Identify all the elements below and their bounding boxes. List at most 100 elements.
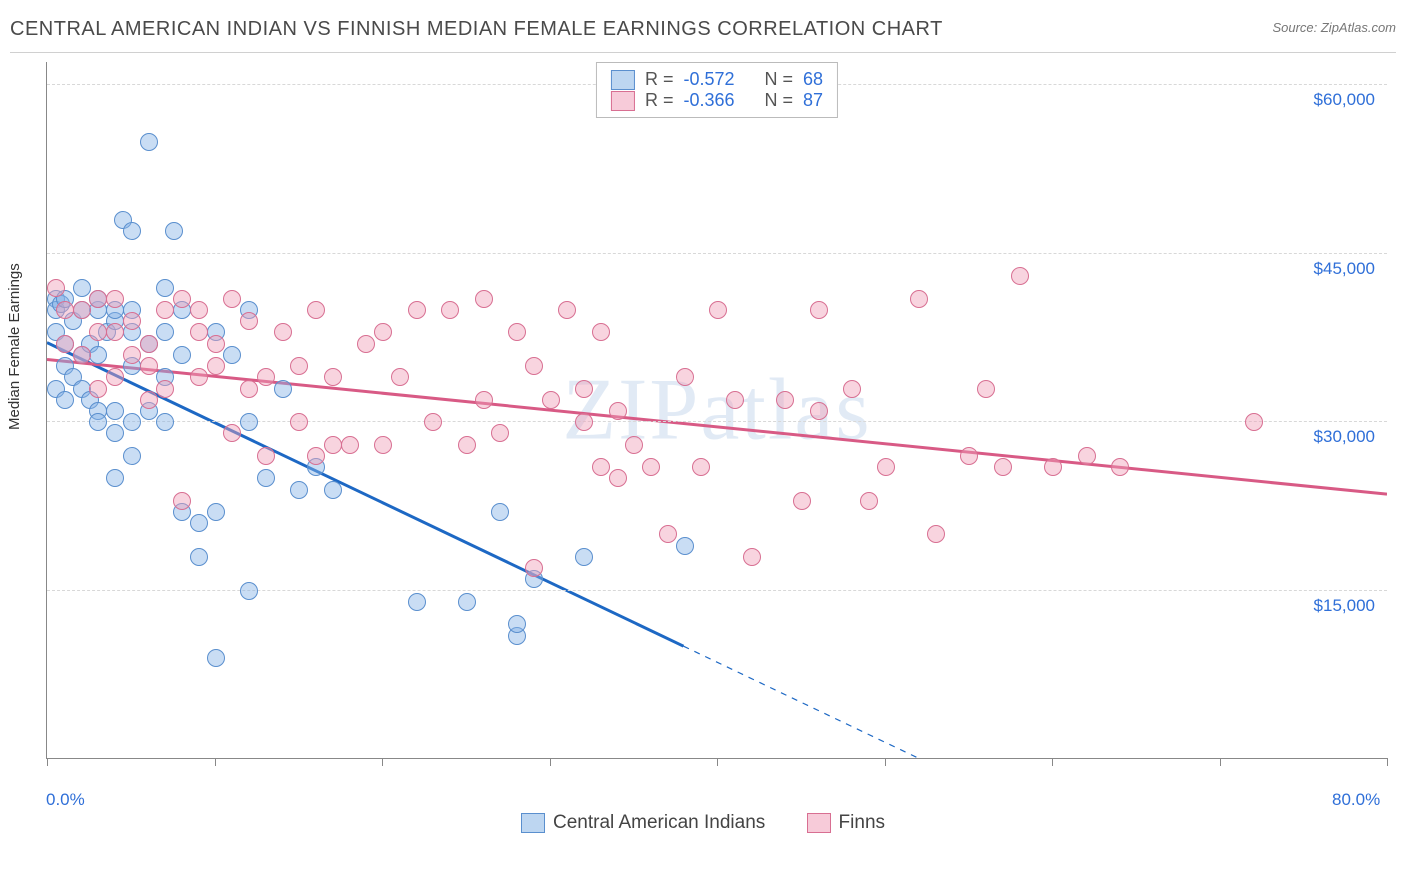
data-point bbox=[190, 514, 208, 532]
data-point bbox=[257, 469, 275, 487]
data-point bbox=[89, 413, 107, 431]
data-point bbox=[1011, 267, 1029, 285]
data-point bbox=[1245, 413, 1263, 431]
data-point bbox=[391, 368, 409, 386]
swatch-a-icon bbox=[611, 70, 635, 90]
data-point bbox=[156, 279, 174, 297]
y-tick-label: $30,000 bbox=[1314, 427, 1375, 447]
data-point bbox=[274, 380, 292, 398]
data-point bbox=[56, 335, 74, 353]
data-point bbox=[977, 380, 995, 398]
n-label-b: N = bbox=[765, 90, 794, 111]
data-point bbox=[324, 436, 342, 454]
data-point bbox=[223, 346, 241, 364]
y-tick-label: $15,000 bbox=[1314, 596, 1375, 616]
data-point bbox=[810, 402, 828, 420]
x-tick bbox=[215, 758, 216, 766]
legend-row-b: R = -0.366 N = 87 bbox=[611, 90, 823, 111]
data-point bbox=[240, 582, 258, 600]
x-tick bbox=[1387, 758, 1388, 766]
data-point bbox=[408, 593, 426, 611]
data-point bbox=[207, 503, 225, 521]
data-point bbox=[73, 279, 91, 297]
data-point bbox=[190, 548, 208, 566]
data-point bbox=[240, 413, 258, 431]
data-point bbox=[123, 312, 141, 330]
data-point bbox=[491, 503, 509, 521]
data-point bbox=[1078, 447, 1096, 465]
data-point bbox=[165, 222, 183, 240]
data-point bbox=[1044, 458, 1062, 476]
data-point bbox=[726, 391, 744, 409]
x-max-label: 80.0% bbox=[1332, 790, 1380, 810]
data-point bbox=[877, 458, 895, 476]
x-min-label: 0.0% bbox=[46, 790, 85, 810]
data-point bbox=[89, 380, 107, 398]
data-point bbox=[491, 424, 509, 442]
chart-title: CENTRAL AMERICAN INDIAN VS FINNISH MEDIA… bbox=[10, 18, 943, 40]
gridline bbox=[47, 253, 1387, 254]
data-point bbox=[140, 391, 158, 409]
r-label-a: R = bbox=[645, 69, 674, 90]
data-point bbox=[156, 413, 174, 431]
data-point bbox=[73, 346, 91, 364]
data-point bbox=[525, 357, 543, 375]
data-point bbox=[592, 323, 610, 341]
data-point bbox=[290, 481, 308, 499]
data-point bbox=[56, 301, 74, 319]
y-tick-label: $60,000 bbox=[1314, 90, 1375, 110]
data-point bbox=[307, 301, 325, 319]
x-tick bbox=[1220, 758, 1221, 766]
scatter-plot: ZIPatlas R = -0.572 N = 68 R = -0.366 N … bbox=[46, 62, 1387, 759]
data-point bbox=[207, 649, 225, 667]
data-point bbox=[324, 481, 342, 499]
data-point bbox=[73, 301, 91, 319]
series-legend: Central American Indians Finns bbox=[0, 812, 1406, 839]
data-point bbox=[424, 413, 442, 431]
data-point bbox=[810, 301, 828, 319]
data-point bbox=[173, 492, 191, 510]
legend-label-a: Central American Indians bbox=[553, 812, 765, 834]
data-point bbox=[47, 279, 65, 297]
r-value-b: -0.366 bbox=[683, 90, 734, 111]
data-point bbox=[290, 357, 308, 375]
x-tick bbox=[885, 758, 886, 766]
n-value-a: 68 bbox=[803, 69, 823, 90]
data-point bbox=[140, 133, 158, 151]
data-point bbox=[592, 458, 610, 476]
data-point bbox=[676, 368, 694, 386]
data-point bbox=[642, 458, 660, 476]
source-attribution: Source: ZipAtlas.com bbox=[1272, 20, 1396, 35]
data-point bbox=[508, 323, 526, 341]
regression-lines bbox=[47, 62, 1387, 758]
data-point bbox=[776, 391, 794, 409]
x-tick bbox=[550, 758, 551, 766]
data-point bbox=[123, 447, 141, 465]
data-point bbox=[324, 368, 342, 386]
data-point bbox=[274, 323, 292, 341]
data-point bbox=[458, 593, 476, 611]
data-point bbox=[374, 436, 392, 454]
data-point bbox=[475, 290, 493, 308]
legend-item-a: Central American Indians bbox=[521, 812, 765, 834]
data-point bbox=[408, 301, 426, 319]
legend-row-a: R = -0.572 N = 68 bbox=[611, 69, 823, 90]
x-tick bbox=[382, 758, 383, 766]
x-tick bbox=[47, 758, 48, 766]
data-point bbox=[156, 323, 174, 341]
data-point bbox=[106, 402, 124, 420]
data-point bbox=[508, 615, 526, 633]
data-point bbox=[743, 548, 761, 566]
data-point bbox=[140, 357, 158, 375]
x-tick bbox=[1052, 758, 1053, 766]
data-point bbox=[1111, 458, 1129, 476]
data-point bbox=[609, 469, 627, 487]
data-point bbox=[257, 447, 275, 465]
y-tick-label: $45,000 bbox=[1314, 259, 1375, 279]
title-bar: CENTRAL AMERICAN INDIAN VS FINNISH MEDIA… bbox=[10, 18, 1396, 53]
data-point bbox=[860, 492, 878, 510]
data-point bbox=[140, 335, 158, 353]
data-point bbox=[625, 436, 643, 454]
data-point bbox=[927, 525, 945, 543]
r-value-a: -0.572 bbox=[683, 69, 734, 90]
